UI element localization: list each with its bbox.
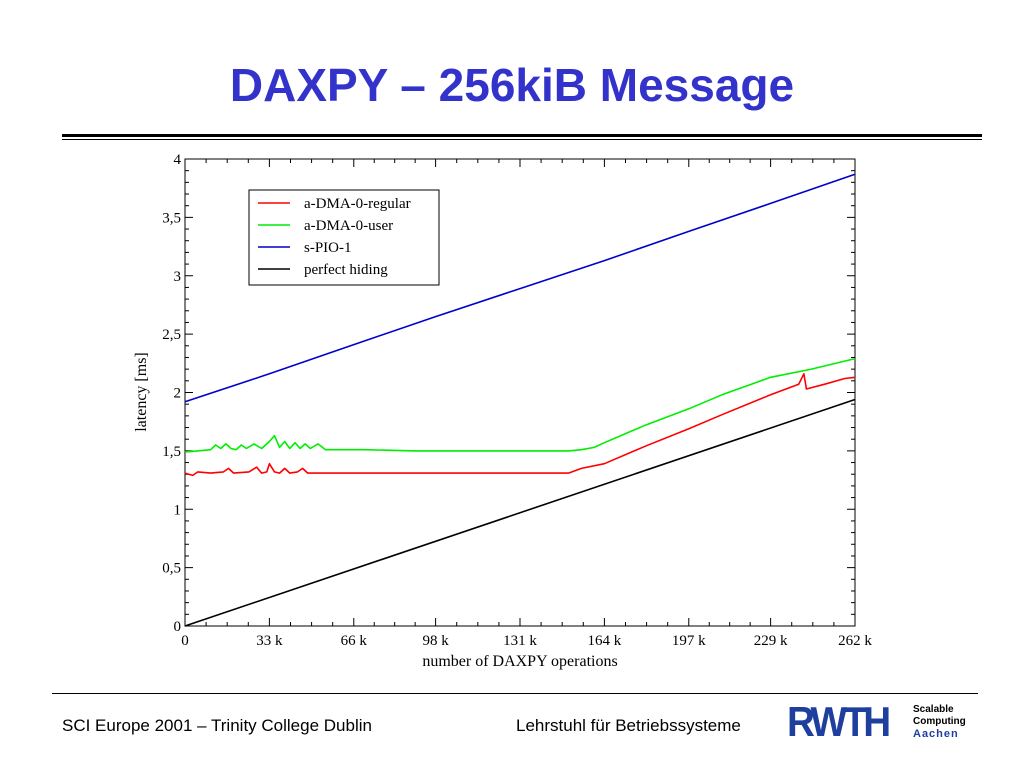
x-tick-label: 164 k: [588, 633, 622, 649]
series-line-0: [184, 372, 856, 477]
y-tick-label: 0: [174, 619, 182, 635]
tick-layer: 0 33 k 66 k 98 k 131 k 164 k 197 k 229 k 262 k 0 0…: [162, 152, 872, 649]
x-tick-label: 98 k: [422, 633, 449, 649]
logo-text: Scalable Computing Aachen: [913, 704, 966, 740]
title-rule-thin: [62, 139, 982, 140]
legend-label: s-PIO-1: [304, 240, 352, 256]
footer-chair: Lehrstuhl für Betriebssysteme: [516, 716, 741, 735]
latency-chart: 0 33 k 66 k 98 k 131 k 164 k 197 k 229 k 262 k 0 0…: [133, 152, 872, 670]
series-line-2: [184, 173, 856, 403]
x-tick-label: 229 k: [754, 633, 788, 649]
logo-line-2: Computing: [913, 716, 966, 727]
x-tick-label: 131 k: [503, 633, 537, 649]
series-line-1: [184, 357, 856, 453]
logo-line-3: Aachen: [913, 728, 959, 740]
footer-event: SCI Europe 2001 – Trinity College Dublin: [62, 716, 372, 735]
x-tick-label: 0: [181, 633, 189, 649]
y-tick-label: 2,5: [162, 327, 181, 343]
legend-label: a-DMA-0-regular: [304, 196, 411, 212]
legend: a-DMA-0-regular a-DMA-0-user s-PIO-1 perfec…: [248, 189, 440, 286]
logo-mark: RWTH: [787, 698, 891, 745]
x-tick-label: 197 k: [672, 633, 706, 649]
footer-rule: [52, 693, 978, 694]
x-tick-label: 33 k: [256, 633, 283, 649]
y-tick-label: 2: [174, 386, 182, 402]
y-tick-label: 3: [174, 269, 182, 285]
series-layer: [184, 173, 856, 627]
y-axis-label: latency [ms]: [133, 352, 150, 432]
y-tick-label: 1: [174, 502, 182, 518]
x-tick-label: 262 k: [838, 633, 872, 649]
title-rule-thick: [62, 134, 982, 137]
y-tick-label: 1,5: [162, 444, 181, 460]
x-axis-label: number of DAXPY operations: [422, 653, 617, 670]
legend-label: perfect hiding: [304, 262, 388, 278]
page-title: DAXPY – 256kiB Message: [229, 59, 795, 111]
y-tick-label: 4: [174, 152, 182, 168]
y-tick-label: 0,5: [162, 561, 181, 577]
legend-items: a-DMA-0-regular a-DMA-0-user s-PIO-1 perfec…: [258, 196, 411, 278]
y-tick-label: 3,5: [162, 210, 181, 226]
legend-label: a-DMA-0-user: [304, 218, 393, 234]
logo-line-1: Scalable: [913, 704, 954, 715]
x-tick-label: 66 k: [341, 633, 368, 649]
rwth-logo: RWTH Scalable Computing Aachen: [787, 698, 971, 745]
series-line-3: [184, 398, 856, 627]
